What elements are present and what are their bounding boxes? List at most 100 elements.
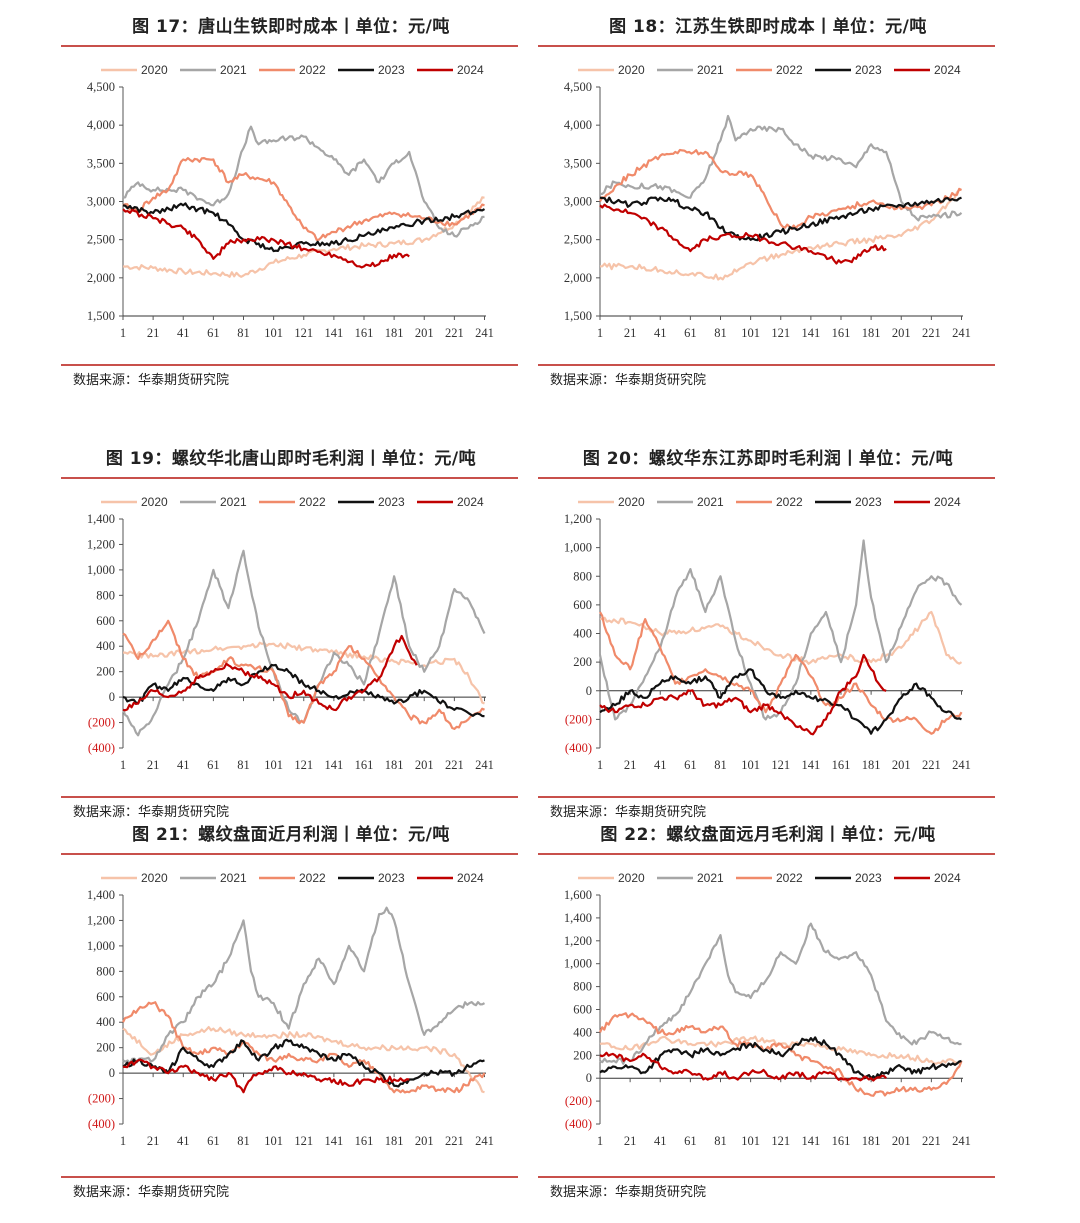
series-line-2022 [599, 611, 963, 735]
y-tick-label: 4,000 [564, 118, 592, 132]
legend-label-2021: 2021 [697, 63, 724, 77]
y-tick-label: 0 [109, 690, 115, 704]
series-line-2020 [599, 610, 963, 665]
series-line-2021 [599, 922, 962, 1065]
source-note: 数据来源：华泰期货研究院 [550, 805, 707, 820]
series-line-2022 [122, 619, 485, 730]
source-note: 数据来源：华泰期货研究院 [550, 1185, 707, 1200]
y-tick-label: 4,000 [87, 118, 115, 132]
x-tick-label: 41 [654, 758, 667, 772]
x-tick-label: 201 [415, 326, 434, 340]
y-tick-label: 3,500 [564, 156, 592, 170]
chart-svg: 2020 2021 2022 2023 2024 1,200 1,000 800 600 400 2… [564, 495, 971, 772]
x-tick-label: 141 [801, 326, 820, 340]
x-tick-label: 141 [801, 758, 820, 772]
y-tick-label: 400 [96, 639, 115, 653]
title-rule [61, 853, 518, 855]
x-tick-label: 141 [324, 326, 343, 340]
y-tick-label: 400 [573, 627, 592, 641]
x-tick-label: 161 [355, 1134, 374, 1148]
source-note: 数据来源：华泰期货研究院 [73, 373, 230, 388]
legend-label-2023: 2023 [855, 495, 882, 509]
x-tick-label: 221 [445, 1134, 464, 1148]
legend-label-2022: 2022 [299, 871, 326, 885]
legend-label-2021: 2021 [220, 63, 247, 77]
y-tick-label: 200 [96, 1041, 115, 1055]
x-tick-label: 241 [475, 326, 494, 340]
y-tick-label: (200) [88, 1092, 115, 1106]
y-tick-label: 4,500 [87, 80, 115, 94]
y-tick-label: (200) [88, 716, 115, 730]
legend-label-2021: 2021 [697, 495, 724, 509]
x-tick-label: 1 [597, 1134, 603, 1148]
x-tick-label: 1 [597, 326, 603, 340]
y-tick-label: 3,000 [87, 195, 115, 209]
chart-svg: 2020 2021 2022 2023 2024 4,500 4,000 3,500 3,000… [87, 63, 494, 340]
series-line-2023 [599, 668, 962, 735]
y-tick-label: 600 [573, 598, 592, 612]
x-tick-label: 181 [385, 326, 404, 340]
y-tick-label: 0 [586, 1071, 592, 1085]
series-line-2022 [122, 157, 485, 241]
x-tick-label: 141 [801, 1134, 820, 1148]
chart-svg: 2020 2021 2022 2023 2024 1,600 1,400 1,200 1,000… [564, 871, 971, 1148]
x-tick-label: 221 [922, 758, 941, 772]
legend-label-2021: 2021 [220, 495, 247, 509]
title-rule [61, 477, 518, 479]
x-tick-label: 201 [415, 1134, 434, 1148]
y-tick-label: 800 [96, 588, 115, 602]
source-rule [61, 364, 518, 366]
x-tick-label: 101 [741, 326, 760, 340]
x-tick-label: 61 [207, 1134, 220, 1148]
x-tick-label: 161 [355, 758, 374, 772]
y-tick-label: 2,000 [87, 271, 115, 285]
x-tick-label: 121 [771, 326, 790, 340]
legend-label-2022: 2022 [299, 63, 326, 77]
source-note: 数据来源：华泰期货研究院 [73, 805, 230, 820]
x-tick-label: 21 [147, 1134, 160, 1148]
y-tick-label: 600 [573, 1003, 592, 1017]
series-line-2023 [599, 196, 962, 242]
x-tick-label: 41 [654, 1134, 667, 1148]
chart-title: 图 22：螺纹盘面远月毛利润丨单位：元/吨 [600, 825, 936, 845]
y-tick-label: (200) [565, 1094, 592, 1108]
y-tick-label: (400) [565, 1117, 592, 1131]
x-tick-label: 221 [922, 326, 941, 340]
x-tick-label: 41 [177, 326, 190, 340]
x-tick-label: 61 [684, 758, 697, 772]
y-tick-label: 1,000 [564, 541, 592, 555]
x-tick-label: 181 [862, 1134, 881, 1148]
series-line-2021 [122, 125, 485, 238]
legend-label-2023: 2023 [378, 63, 405, 77]
y-tick-label: 1,500 [87, 309, 115, 323]
y-tick-label: (400) [88, 1117, 115, 1131]
y-tick-label: 800 [573, 980, 592, 994]
series-line-2024 [122, 634, 418, 712]
legend-label-2024: 2024 [934, 495, 961, 509]
x-tick-label: 121 [294, 758, 313, 772]
x-tick-label: 101 [741, 758, 760, 772]
series-line-2023 [122, 663, 485, 718]
x-tick-label: 221 [445, 326, 464, 340]
series-line-2024 [599, 1051, 887, 1082]
y-tick-label: 800 [573, 569, 592, 583]
x-tick-label: 81 [714, 1134, 727, 1148]
x-tick-label: 1 [120, 1134, 126, 1148]
y-tick-label: 400 [96, 1015, 115, 1029]
series-line-2020 [122, 1026, 485, 1094]
y-tick-label: 3,500 [87, 156, 115, 170]
series-line-2023 [122, 1038, 485, 1088]
y-tick-label: 1,200 [564, 512, 592, 526]
x-tick-label: 181 [862, 326, 881, 340]
series-line-2024 [599, 203, 887, 265]
x-tick-label: 81 [237, 1134, 250, 1148]
x-tick-label: 201 [892, 758, 911, 772]
legend-label-2020: 2020 [141, 495, 168, 509]
x-tick-label: 101 [264, 758, 283, 772]
series-line-2024 [122, 1058, 410, 1094]
series-line-2021 [122, 906, 486, 1065]
y-tick-label: 1,600 [564, 888, 592, 902]
x-tick-label: 241 [952, 1134, 971, 1148]
y-tick-label: 200 [573, 1048, 592, 1062]
legend-label-2020: 2020 [618, 63, 645, 77]
